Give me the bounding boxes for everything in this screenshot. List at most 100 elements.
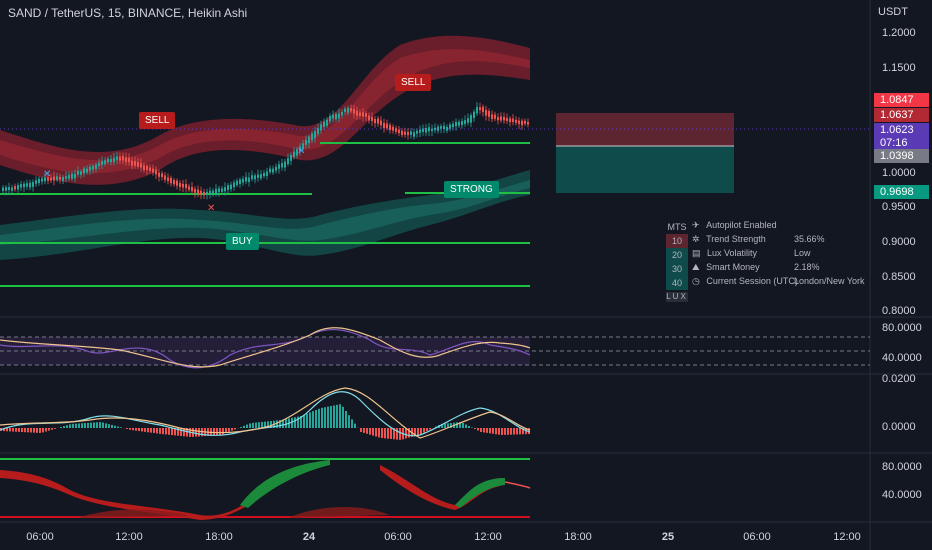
time-label: 18:00 (205, 531, 233, 543)
macd-bar (150, 428, 152, 433)
mts-value: 10 (666, 234, 688, 248)
dashboard-row-session: ◷ Current Session (UTC) (692, 276, 798, 290)
candle-body (449, 124, 451, 129)
candle-body (98, 162, 100, 167)
candle-body (479, 107, 481, 111)
macd-bar (483, 428, 485, 433)
candle-body (155, 169, 157, 175)
macd-bar (96, 422, 98, 428)
candle-body (494, 114, 496, 119)
macd-bar (246, 424, 248, 428)
candle-body (149, 167, 151, 172)
time-label: 18:00 (564, 531, 592, 543)
candle-body (341, 111, 343, 116)
macd-bar (423, 428, 425, 433)
candle-body (176, 180, 178, 186)
macd-bar (114, 425, 116, 428)
candle-body (521, 120, 523, 126)
macd-bar (294, 417, 296, 428)
candle-body (224, 187, 226, 192)
candle-body (182, 183, 184, 188)
candle-body (5, 187, 7, 191)
sell-signal-label[interactable]: SELL (395, 74, 432, 91)
candle-body (524, 120, 526, 124)
candle-body (164, 175, 166, 180)
candle-body (422, 128, 424, 132)
candle-body (11, 187, 13, 191)
macd-bar (135, 428, 137, 431)
dashboard-label: Current Session (UTC) (706, 276, 798, 286)
macd-bar (153, 428, 155, 434)
airplane-icon: ✈ (692, 220, 700, 230)
candle-body (296, 149, 298, 156)
candle-body (83, 168, 85, 174)
candle-body (251, 175, 253, 180)
candle-body (410, 131, 412, 135)
candle-body (107, 158, 109, 162)
macd-bar (42, 428, 44, 433)
sell-signal-label[interactable]: SELL (139, 112, 176, 129)
candle-body (38, 178, 40, 184)
svg-text:✕: ✕ (207, 203, 215, 214)
candle-body (506, 118, 508, 122)
candle-body (200, 190, 202, 195)
price-tick: 0.9000 (882, 236, 916, 248)
macd-bar (165, 428, 167, 435)
candle-body (320, 124, 322, 131)
macd-bar (234, 428, 236, 430)
osc-tick: 40.0000 (882, 489, 922, 501)
macd-bar (117, 426, 119, 428)
macd-histogram (0, 404, 530, 440)
macd-bar (510, 428, 512, 435)
macd-bar (180, 428, 182, 436)
dashboard-row-smart-money: ⛰ Smart Money (692, 262, 760, 276)
macd-bar (132, 428, 134, 431)
candle-body (80, 171, 82, 175)
mts-header: MTS (667, 222, 687, 232)
dashboard-label: Autopilot Enabled (706, 220, 777, 230)
candle-body (386, 123, 388, 129)
macd-bar (504, 428, 506, 435)
candle-body (122, 155, 124, 161)
candle-body (272, 168, 274, 173)
buy-signal-label[interactable]: BUY (226, 233, 259, 250)
candle-body (14, 186, 16, 190)
candle-body (374, 118, 376, 124)
macd-bar (471, 427, 473, 428)
candle-body (311, 133, 313, 141)
macd-bar (168, 428, 170, 435)
lux-footer: LUX (666, 292, 688, 302)
dashboard-label: Smart Money (706, 262, 760, 272)
macd-bar (360, 428, 362, 432)
macd-bar (381, 428, 383, 439)
candle-body (431, 128, 433, 132)
target-box-lower (556, 146, 734, 193)
candle-body (404, 131, 406, 135)
macd-bar (231, 428, 233, 431)
candle-body (17, 185, 19, 190)
candle-body (308, 136, 310, 144)
candle-body (344, 108, 346, 113)
macd-bar (429, 428, 431, 430)
macd-bar (39, 428, 41, 433)
dashboard-row-volatility: ▤ Lux Volatility (692, 248, 757, 262)
macd-bar (258, 422, 260, 428)
candle-body (212, 190, 214, 194)
candle-body (368, 115, 370, 121)
macd-bar (330, 406, 332, 428)
macd-bar (156, 428, 158, 434)
macd-bar (384, 428, 386, 439)
macd-bar (138, 428, 140, 432)
macd-bar (195, 428, 197, 437)
macd-bar (336, 404, 338, 428)
candle-body (29, 182, 31, 188)
dashboard-value: Low (794, 248, 811, 258)
candle-body (413, 132, 415, 137)
candle-body (473, 111, 475, 119)
macd-bar (6, 428, 8, 432)
macd-bar (219, 428, 221, 436)
macd-bar (75, 423, 77, 428)
strong-signal-label[interactable]: STRONG (444, 181, 499, 198)
candle-body (185, 184, 187, 189)
candle-body (266, 171, 268, 176)
